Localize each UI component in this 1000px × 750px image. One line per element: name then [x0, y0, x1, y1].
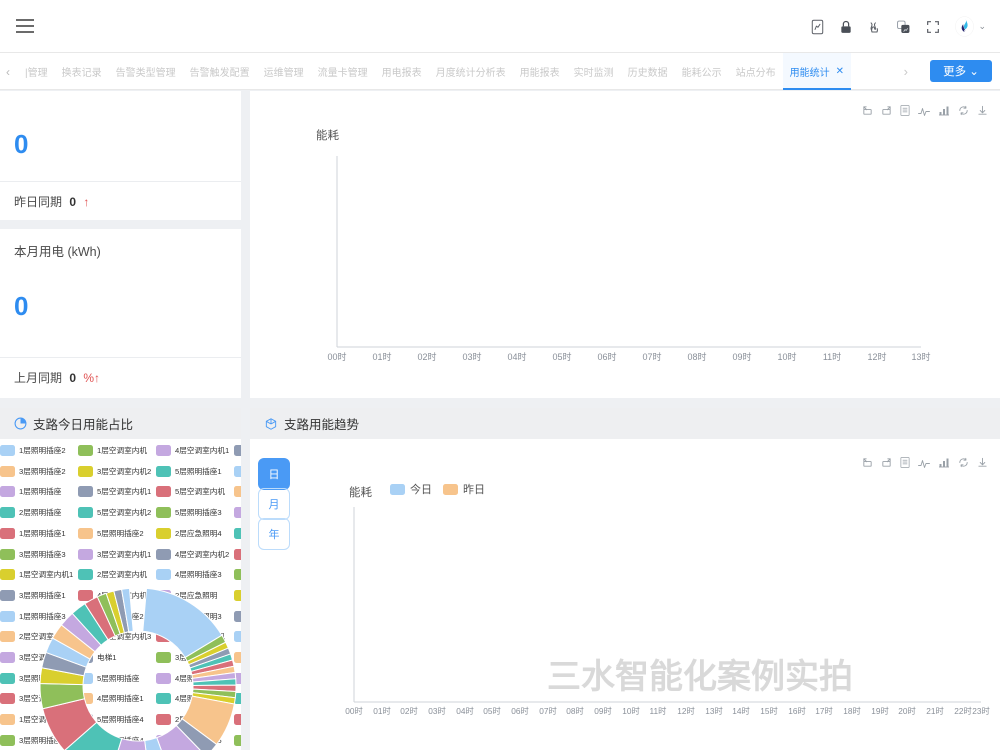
svg-text:09时: 09时 — [732, 351, 751, 362]
svg-text:17时: 17时 — [815, 706, 833, 716]
svg-text:13时: 13时 — [705, 706, 723, 716]
svg-text:06时: 06时 — [511, 706, 529, 716]
svg-text:00时: 00时 — [345, 706, 363, 716]
svg-text:15时: 15时 — [760, 706, 778, 716]
svg-text:19时: 19时 — [871, 706, 889, 716]
svg-text:04时: 04时 — [456, 706, 474, 716]
svg-text:11时: 11时 — [650, 706, 667, 716]
svg-text:04时: 04时 — [507, 351, 526, 362]
svg-text:10时: 10时 — [622, 706, 640, 716]
svg-text:05时: 05时 — [552, 351, 571, 362]
svg-text:22时: 22时 — [954, 706, 972, 716]
svg-text:23时: 23时 — [972, 706, 990, 716]
svg-text:07时: 07时 — [539, 706, 557, 716]
svg-text:08时: 08时 — [687, 351, 706, 362]
svg-text:02时: 02时 — [400, 706, 418, 716]
svg-text:06时: 06时 — [597, 351, 616, 362]
svg-text:10时: 10时 — [777, 351, 796, 362]
svg-text:13时: 13时 — [911, 351, 930, 362]
svg-text:01时: 01时 — [372, 351, 391, 362]
svg-text:14时: 14时 — [732, 706, 750, 716]
svg-text:08时: 08时 — [566, 706, 584, 716]
svg-text:11时: 11时 — [823, 351, 841, 362]
svg-text:09时: 09时 — [594, 706, 612, 716]
svg-text:02时: 02时 — [417, 351, 436, 362]
svg-text:16时: 16时 — [788, 706, 806, 716]
svg-text:03时: 03时 — [428, 706, 446, 716]
svg-text:21时: 21时 — [926, 706, 944, 716]
svg-text:12时: 12时 — [867, 351, 886, 362]
svg-text:12时: 12时 — [677, 706, 695, 716]
svg-text:20时: 20时 — [898, 706, 916, 716]
svg-text:18时: 18时 — [843, 706, 861, 716]
svg-text:01时: 01时 — [373, 706, 391, 716]
svg-text:05时: 05时 — [483, 706, 501, 716]
svg-text:00时: 00时 — [327, 351, 346, 362]
svg-text:03时: 03时 — [462, 351, 481, 362]
svg-text:07时: 07时 — [642, 351, 661, 362]
